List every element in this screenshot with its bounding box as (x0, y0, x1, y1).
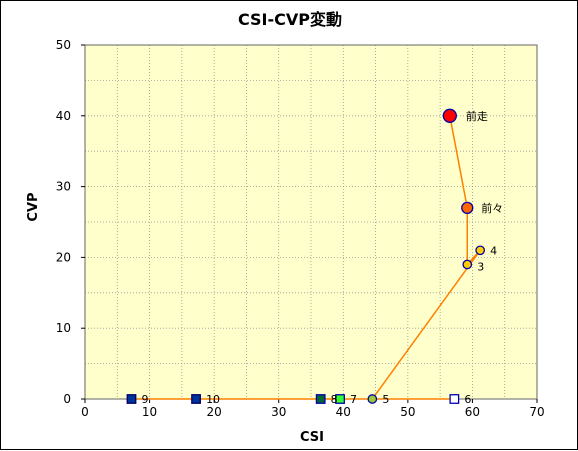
x-tick-label: 70 (529, 405, 544, 419)
point-label: 5 (382, 393, 389, 406)
x-tick-label: 60 (465, 405, 480, 419)
y-tick-label: 40 (56, 109, 71, 123)
x-tick-label: 50 (400, 405, 415, 419)
point-marker (191, 394, 201, 404)
point-marker (367, 394, 378, 404)
x-tick-label: 10 (142, 405, 157, 419)
x-tick-label: 40 (336, 405, 351, 419)
chart-title: CSI-CVP変動 (238, 10, 342, 29)
point-marker (462, 259, 473, 270)
point-label: 前走 (466, 109, 488, 123)
y-tick-label: 10 (56, 321, 71, 335)
point-label: 7 (350, 393, 357, 406)
point-marker (475, 245, 486, 256)
point-label: 10 (206, 393, 220, 406)
point-label: 8 (331, 393, 338, 406)
point-marker (461, 201, 474, 214)
y-tick-label: 20 (56, 250, 71, 264)
y-tick-label: 30 (56, 180, 71, 194)
y-tick-label: 50 (56, 38, 71, 52)
point-label: 6 (464, 393, 471, 406)
point-label: 前々 (481, 201, 503, 215)
point-marker (126, 394, 137, 404)
x-tick-label: 20 (207, 405, 222, 419)
point-marker (442, 108, 457, 123)
y-axis-title: CVP (26, 192, 41, 221)
point-label: 9 (141, 393, 148, 406)
x-tick-label: 0 (81, 405, 89, 419)
series-line (131, 115, 481, 400)
point-label: 3 (477, 260, 484, 273)
point-marker (315, 394, 326, 404)
x-axis-title: CSI (300, 430, 324, 445)
y-tick-label: 0 (63, 392, 71, 406)
point-label: 4 (490, 244, 497, 257)
point-marker (449, 394, 460, 404)
point-marker (335, 394, 345, 404)
x-tick-label: 30 (271, 405, 286, 419)
